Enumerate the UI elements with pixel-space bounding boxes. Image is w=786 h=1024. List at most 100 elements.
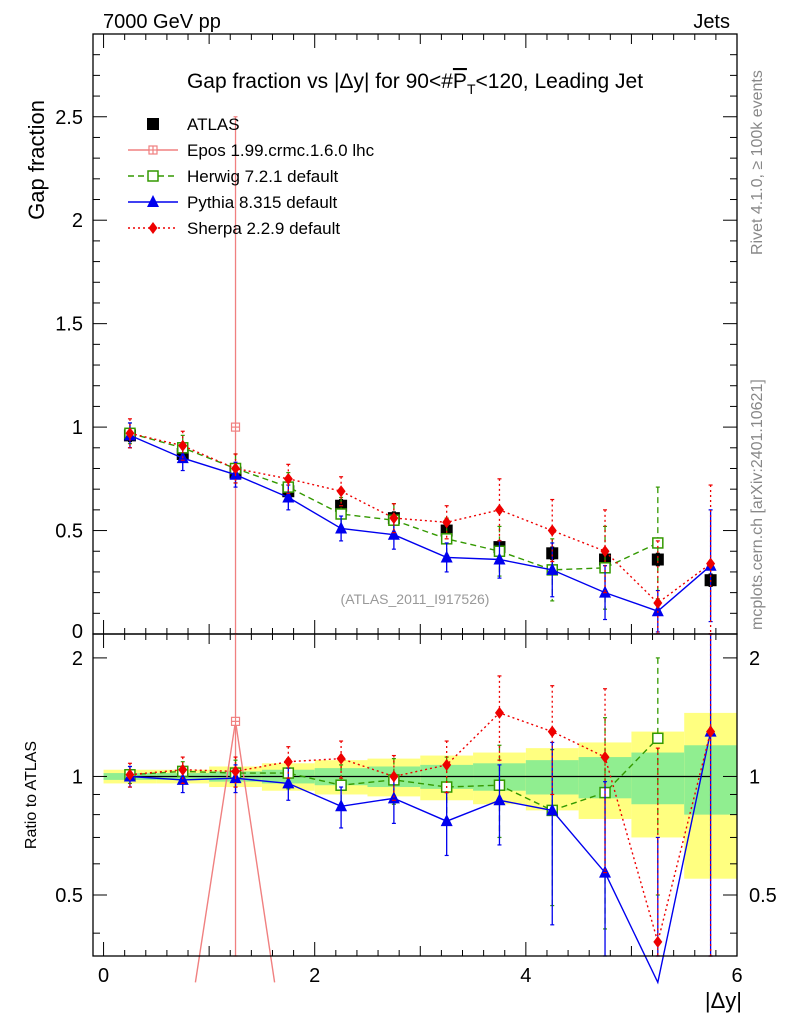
sherpa-point <box>283 472 293 485</box>
pythia-line <box>129 731 712 985</box>
sherpa-point <box>125 427 135 440</box>
sherpa-point <box>336 485 346 498</box>
legend-marker-atlas <box>147 118 159 130</box>
ratio-panel-series <box>123 633 717 985</box>
sherpa-point <box>389 512 399 525</box>
y-tick-label-zero: 0 <box>72 621 83 643</box>
main-series-atlas <box>123 428 717 588</box>
ratio-panel-bands <box>103 712 737 879</box>
analysis-watermark: (ATLAS_2011_I917526) <box>341 591 490 607</box>
sherpa-point <box>653 596 663 609</box>
side-label-mcplots: mcplots.cern.ch [arXiv:2401.10621] <box>749 379 766 630</box>
main-panel-series <box>123 116 717 635</box>
main-y-axis-label: Gap fraction <box>24 100 49 220</box>
legend-marker-sherpa <box>148 222 158 234</box>
legend-marker-herwig <box>147 170 159 182</box>
legend-label-herwig: Herwig 7.2.1 default <box>187 167 338 186</box>
sherpa-line <box>129 712 712 945</box>
y-tick-label: 0.5 <box>55 521 83 543</box>
sherpa-point <box>283 755 293 768</box>
pythia-point <box>387 527 400 540</box>
sherpa-point <box>653 935 663 948</box>
legend: ATLAS Epos 1.99.crmc.1.6.0 lhc Herwig 7.2.… <box>128 115 375 238</box>
pythia-point <box>493 552 506 565</box>
ratio-y-tick-label: 1 <box>72 766 83 788</box>
legend-entry-pythia: Pythia 8.315 default <box>128 193 338 212</box>
sherpa-point <box>231 462 241 475</box>
sherpa-point <box>231 765 241 778</box>
ratio-series-epos <box>194 633 276 983</box>
ratio-series-sherpa <box>125 633 716 957</box>
main-series-pythia <box>123 422 717 633</box>
ratio-y-tick-label-right: 0.5 <box>749 885 777 907</box>
side-label-rivet: Rivet 4.1.0, ≥ 100k events <box>749 70 766 255</box>
pythia-point <box>282 776 295 789</box>
legend-marker-epos <box>148 145 158 155</box>
ratio-y-tick-label-right: 2 <box>749 648 760 670</box>
epos-point <box>230 716 241 726</box>
sherpa-point <box>600 751 610 764</box>
x-axis-label: |Δy| <box>705 988 742 1013</box>
sherpa-point <box>706 725 716 738</box>
sherpa-point <box>547 725 557 738</box>
x-tick-label: 0 <box>98 965 109 987</box>
y-tick-label: 2.5 <box>55 107 83 129</box>
y-tick-label: 2 <box>72 210 83 232</box>
sherpa-point <box>125 768 135 781</box>
y-tick-label: 1.5 <box>55 314 83 336</box>
pythia-point <box>493 793 506 806</box>
pythia-point <box>651 604 664 617</box>
pythia-point <box>440 814 453 827</box>
pythia-point <box>599 865 612 878</box>
ratio-y-tick-label: 2 <box>72 648 83 670</box>
process-label: Jets <box>693 11 730 33</box>
pythia-point <box>440 550 453 563</box>
y-tick-label: 1 <box>72 417 83 439</box>
ratio-panel-frame <box>92 633 738 957</box>
pythia-point <box>546 803 559 816</box>
sherpa-point <box>600 545 610 558</box>
legend-marker-pythia <box>147 195 159 207</box>
main-series-sherpa <box>125 418 716 635</box>
legend-label-pythia: Pythia 8.315 default <box>187 193 338 212</box>
legend-entry-herwig: Herwig 7.2.1 default <box>128 167 338 186</box>
x-tick-label: 6 <box>731 965 742 987</box>
sherpa-point <box>178 439 188 452</box>
pythia-point <box>335 799 348 812</box>
sherpa-point <box>494 706 504 719</box>
epos-point <box>230 422 241 432</box>
pythia-point <box>335 521 348 534</box>
legend-entry-atlas: ATLAS <box>147 115 240 134</box>
sherpa-point <box>442 758 452 771</box>
x-tick-label: 2 <box>309 965 320 987</box>
pythia-line <box>129 434 712 612</box>
sherpa-point <box>547 524 557 537</box>
legend-entry-epos: Epos 1.99.crmc.1.6.0 lhc <box>128 141 375 160</box>
herwig-point <box>652 732 664 745</box>
sherpa-point <box>178 763 188 776</box>
legend-entry-sherpa: Sherpa 2.2.9 default <box>128 219 340 238</box>
sherpa-point <box>389 770 399 783</box>
herwig-line <box>129 432 659 571</box>
sherpa-point <box>336 752 346 765</box>
main-series-epos <box>230 116 241 635</box>
sherpa-point <box>442 516 452 529</box>
x-tick-label: 4 <box>520 965 531 987</box>
pythia-point <box>282 490 295 503</box>
main-panel-axes: 0.5 1 1.5 2 2.5 0 <box>55 34 738 643</box>
main-chart-title: Gap fraction vs |Δy| for 90<#PT<120, Lea… <box>187 70 643 97</box>
herwig-point <box>652 537 664 549</box>
ratio-y-tick-label: 0.5 <box>55 885 83 907</box>
legend-label-atlas: ATLAS <box>187 115 240 134</box>
legend-label-epos: Epos 1.99.crmc.1.6.0 lhc <box>187 141 375 160</box>
ratio-y-axis-label: Ratio to ATLAS <box>23 741 40 849</box>
sherpa-point <box>494 503 504 516</box>
ratio-y-tick-label-right: 1 <box>749 766 760 788</box>
ratio-panel-axes: 0 2 4 6 0.5 0.5 1 1 2 2 <box>55 634 777 987</box>
legend-label-sherpa: Sherpa 2.2.9 default <box>187 219 340 238</box>
sherpa-line <box>129 432 712 604</box>
sherpa-point <box>706 557 716 570</box>
energy-label: 7000 GeV pp <box>103 11 221 33</box>
pythia-point <box>546 562 559 575</box>
